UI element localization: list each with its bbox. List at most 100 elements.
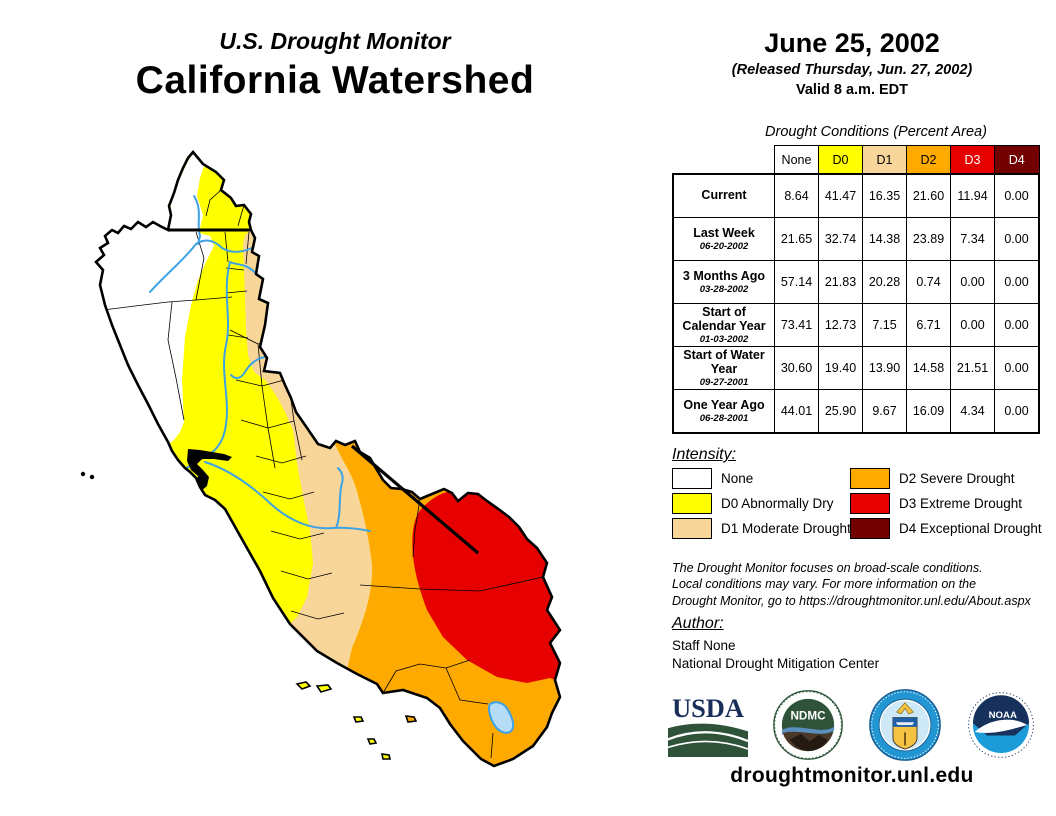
disclaimer: The Drought Monitor focuses on broad-sca…	[672, 560, 1052, 609]
cell-value: 57.14	[774, 260, 819, 304]
cell-value: 0.00	[994, 217, 1040, 261]
table-row: Start of Calendar Year 01-03-2002 73.41 1…	[672, 303, 1040, 347]
cell-value: 4.34	[950, 389, 995, 434]
col-header-d4: D4	[994, 145, 1040, 175]
legend-item-d1: D1 Moderate Drought	[672, 518, 851, 539]
report-supertitle: U.S. Drought Monitor	[219, 28, 451, 54]
col-header-none: None	[774, 145, 819, 175]
noaa-logo: NOAA	[967, 691, 1035, 759]
disclaimer-line: Drought Monitor, go to https://droughtmo…	[672, 593, 1031, 608]
legend-swatch-d2	[850, 468, 890, 489]
cell-value: 7.15	[862, 303, 907, 347]
cell-value: 16.09	[906, 389, 951, 434]
north-fork-river	[193, 195, 202, 245]
agency-logo-row: USDA NDMC	[668, 688, 1036, 762]
row-label: Start of Calendar Year	[682, 304, 766, 333]
row-date: 06-20-2002	[699, 241, 749, 253]
cell-value: 14.58	[906, 346, 951, 390]
legend-item-d0: D0 Abnormally Dry	[672, 493, 834, 514]
legend-item-d3: D3 Extreme Drought	[850, 493, 1022, 514]
cell-value: 32.74	[818, 217, 863, 261]
cell-value: 21.51	[950, 346, 995, 390]
cell-value: 21.60	[906, 173, 951, 218]
legend-label: D4 Exceptional Drought	[899, 521, 1042, 536]
legend-swatch-none	[672, 468, 712, 489]
row-label: 3 Months Ago	[682, 268, 766, 283]
usda-text: USDA	[672, 693, 744, 723]
legend-label: D1 Moderate Drought	[721, 521, 851, 536]
date-block: June 25, 2002 (Released Thursday, Jun. 2…	[670, 28, 1034, 98]
klamath-river	[149, 239, 253, 293]
cell-value: 14.38	[862, 217, 907, 261]
region-d3-extreme-drought	[412, 492, 560, 683]
cell-value: 0.00	[994, 260, 1040, 304]
legend-label: None	[721, 471, 754, 486]
droughtmonitor-url: droughtmonitor.unl.edu	[730, 764, 974, 787]
noaa-text: NOAA	[989, 710, 1017, 721]
table-title: Drought Conditions (Percent Area)	[765, 124, 987, 140]
legend-label: D0 Abnormally Dry	[721, 496, 834, 511]
region-d1-moderate-drought	[243, 230, 373, 670]
cell-value: 0.00	[950, 303, 995, 347]
cell-value: 30.60	[774, 346, 819, 390]
cell-value: 19.40	[818, 346, 863, 390]
cell-value: 44.01	[774, 389, 819, 434]
cell-value: 0.74	[906, 260, 951, 304]
cell-value: 73.41	[774, 303, 819, 347]
ndmc-logo: NDMC	[773, 690, 843, 760]
page-title: California Watershed	[135, 59, 535, 102]
cell-value: 16.35	[862, 173, 907, 218]
cell-value: 12.73	[818, 303, 863, 347]
cell-value: 21.65	[774, 217, 819, 261]
cell-value: 13.90	[862, 346, 907, 390]
row-label: One Year Ago	[683, 397, 765, 412]
table-corner-cell	[673, 145, 775, 174]
author-title: Author:	[672, 615, 724, 632]
legend-item-d4: D4 Exceptional Drought	[850, 518, 1042, 539]
col-header-d2: D2	[906, 145, 951, 175]
legend-item-none: None	[672, 468, 753, 489]
disclaimer-line: The Drought Monitor focuses on broad-sca…	[672, 561, 983, 575]
usda-logo: USDA	[668, 693, 748, 757]
legend-label: D2 Severe Drought	[899, 471, 1015, 486]
col-header-d3: D3	[950, 145, 995, 175]
cell-value: 0.00	[994, 303, 1040, 347]
valid-time: Valid 8 a.m. EDT	[795, 82, 908, 98]
cell-value: 23.89	[906, 217, 951, 261]
row-label: Start of Water Year	[683, 347, 765, 376]
california-watershed-map	[80, 149, 562, 768]
cell-value: 9.67	[862, 389, 907, 434]
ndmc-text: NDMC	[790, 710, 826, 723]
drought-conditions-table: None D0 D1 D2 D3 D4 Current 8.64 41.47 1…	[672, 145, 1040, 434]
watershed-outline	[94, 149, 562, 768]
lake-isabella	[487, 701, 515, 734]
title-block: U.S. Drought Monitor California Watershe…	[60, 28, 610, 103]
legend-swatch-d3	[850, 493, 890, 514]
author-name: Staff None	[672, 638, 736, 653]
disclaimer-line: Local conditions may vary. For more info…	[672, 577, 977, 592]
legend-swatch-d1	[672, 518, 712, 539]
cell-value: 21.83	[818, 260, 863, 304]
commerce-seal	[869, 689, 941, 761]
cell-value: 0.00	[994, 389, 1040, 434]
kings-river	[335, 467, 344, 529]
region-none	[96, 152, 214, 445]
row-date: 06-28-2001	[699, 413, 749, 425]
table-row: Start of Water Year 09-27-2001 30.60 19.4…	[672, 346, 1040, 390]
map-date: June 25, 2002	[764, 28, 940, 58]
cell-value: 11.94	[950, 173, 995, 218]
row-label: Last Week	[693, 225, 755, 240]
cell-value: 8.64	[774, 173, 819, 218]
author-organization: National Drought Mitigation Center	[672, 656, 880, 671]
legend-title: Intensity:	[672, 446, 737, 463]
row-date: 03-28-2002	[699, 284, 749, 296]
legend-swatch-d4	[850, 518, 890, 539]
table-row: 3 Months Ago 03-28-2002 57.14 21.83 20.28…	[672, 260, 1040, 304]
cell-value: 0.00	[950, 260, 995, 304]
cell-value: 41.47	[818, 173, 863, 218]
cell-value: 6.71	[906, 303, 951, 347]
cell-value: 0.00	[994, 346, 1040, 390]
row-label: Current	[701, 188, 747, 203]
san-joaquin-river	[204, 461, 371, 532]
cell-value: 7.34	[950, 217, 995, 261]
